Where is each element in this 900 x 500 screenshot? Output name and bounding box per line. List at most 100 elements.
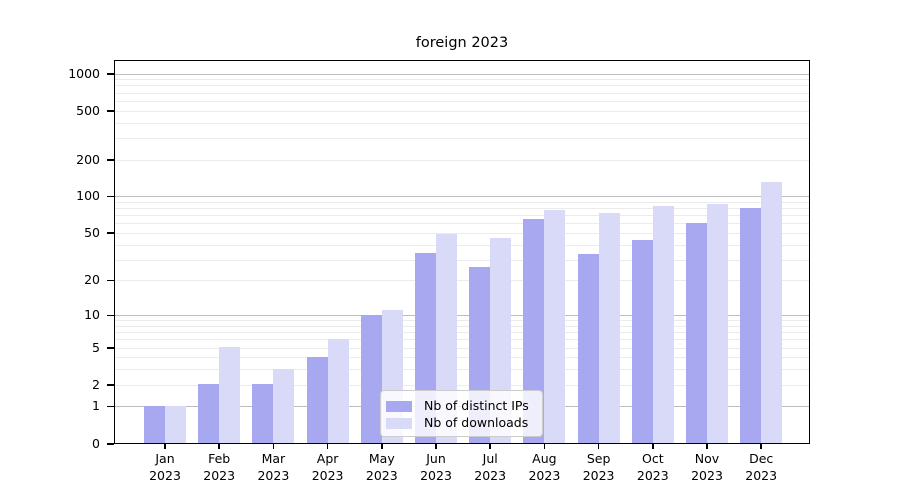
y-tick-label-1: 1 [92,398,100,414]
x-tick-label-jul: Jul 2023 [462,450,518,484]
x-tick-label-jan: Jan 2023 [137,450,193,484]
x-tick-year: 2023 [691,468,723,483]
bar-downloads-jan [165,405,186,443]
minor-gridline [115,137,809,139]
minor-gridline [115,85,809,87]
minor-gridline [115,280,809,282]
x-tick-label-oct: Oct 2023 [625,450,681,484]
y-tick-mark [107,159,114,161]
x-tick-year: 2023 [149,468,181,483]
minor-gridline [115,79,809,81]
minor-gridline [115,208,809,210]
bar-ips-apr [306,356,328,443]
bar-ips-oct [631,240,653,443]
x-tick-month: Jul [482,451,498,466]
minor-gridline [115,325,809,327]
x-tick-label-sep: Sep 2023 [571,450,627,484]
legend-swatch-distinct-ips [386,400,412,412]
x-tick-mark [543,444,546,449]
bar-downloads-mar [273,368,295,443]
y-tick-label-500: 500 [76,102,100,118]
x-tick-mark [326,444,329,449]
x-tick-year: 2023 [420,468,452,483]
y-tick-label-0: 0 [92,435,100,451]
minor-gridline [115,320,809,322]
x-tick-label-may: May 2023 [354,450,410,484]
x-tick-mark [435,444,437,449]
x-tick-year: 2023 [474,468,507,483]
y-tick-mark [107,110,114,112]
y-tick-mark [107,347,114,349]
x-tick-year: 2023 [745,468,778,483]
minor-gridline [115,259,809,261]
y-tick-label-5: 5 [92,339,100,355]
x-tick-mark [597,444,600,449]
x-tick-month: Apr [316,451,339,466]
bar-ips-jan [144,405,165,443]
bar-downloads-nov [707,203,728,443]
minor-gridline [115,384,809,386]
x-tick-mark [272,444,275,449]
legend: Nb of distinct IPs Nb of downloads [380,390,543,437]
minor-gridline [115,369,809,371]
bar-ips-sep [577,254,599,443]
bar-ips-dec [740,207,762,443]
minor-gridline [115,357,809,359]
legend-item-downloads: Nb of downloads [386,416,533,430]
y-tick-label-20: 20 [84,272,100,288]
y-tick-label-50: 50 [84,224,100,240]
bar-ips-may [360,314,382,443]
y-tick-label-100: 100 [76,188,100,204]
x-tick-year: 2023 [528,468,561,483]
x-tick-year: 2023 [257,468,290,483]
x-tick-year: 2023 [311,468,344,483]
y-tick-mark [107,195,114,198]
bar-ips-feb [198,384,220,443]
x-tick-mark [760,444,762,449]
minor-gridline [115,201,809,203]
x-tick-year: 2023 [582,468,615,483]
x-tick-month: Mar [261,451,286,466]
bar-downloads-oct [652,206,674,443]
x-tick-month: Jan [155,451,175,466]
x-tick-month: May [368,451,395,466]
y-tick-mark [107,314,114,317]
minor-gridline [115,110,809,112]
minor-gridline [115,339,809,341]
x-tick-year: 2023 [636,468,669,483]
x-tick-label-aug: Aug 2023 [516,450,572,484]
bar-downloads-sep [598,213,620,443]
x-tick-month: Sep [586,451,611,466]
bar-ips-mar [252,384,274,443]
x-tick-mark [164,444,166,449]
major-gridline [115,73,809,75]
bar-downloads-dec [761,181,783,443]
minor-gridline [115,232,809,234]
x-tick-year: 2023 [203,468,236,483]
chart-title: foreign 2023 [415,35,509,51]
y-tick-label-200: 200 [76,151,100,167]
legend-item-distinct-ips: Nb of distinct IPs [386,399,533,413]
y-tick-mark [107,384,114,386]
x-tick-label-apr: Apr 2023 [300,450,356,484]
x-tick-mark [652,444,654,449]
legend-swatch-downloads [386,417,412,429]
x-tick-label-nov: Nov 2023 [679,450,735,484]
minor-gridline [115,244,809,246]
y-tick-label-1000: 1000 [68,65,100,81]
y-tick-mark [107,279,114,282]
minor-gridline [115,122,809,124]
y-tick-mark [107,443,114,445]
x-tick-mark [218,444,220,449]
major-gridline [115,196,809,198]
legend-label: Nb of distinct IPs [424,398,529,413]
legend-label: Nb of downloads [424,415,529,430]
major-gridline [115,315,809,317]
minor-gridline [115,347,809,349]
x-tick-month: Nov [694,451,720,466]
minor-gridline [115,100,809,102]
minor-gridline [115,92,809,94]
plot-inner [115,61,809,443]
minor-gridline [115,159,809,161]
